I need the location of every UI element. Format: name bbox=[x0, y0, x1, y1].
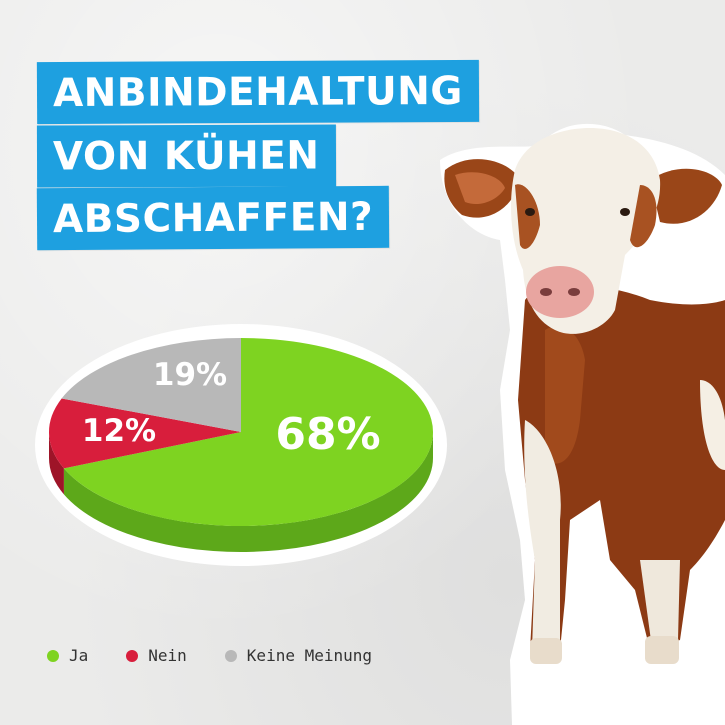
pie-slice-keine bbox=[61, 338, 241, 432]
pie-label-nein: 12% bbox=[82, 413, 156, 449]
legend-label-nein: Nein bbox=[148, 646, 187, 665]
legend: Ja Nein Keine Meinung bbox=[47, 646, 410, 665]
legend-dot-keine bbox=[224, 649, 237, 662]
pie-label-ja: 68% bbox=[275, 409, 380, 460]
pie-side-nein bbox=[49, 432, 64, 495]
legend-item-keine: Keine Meinung bbox=[224, 646, 373, 665]
legend-dot-nein bbox=[126, 649, 139, 662]
legend-label-ja: Ja bbox=[69, 646, 89, 665]
legend-item-nein: Nein bbox=[126, 646, 187, 665]
cow-illustration bbox=[440, 123, 725, 725]
pie-chart: 68% 12% 19% bbox=[35, 324, 447, 566]
legend-item-ja: Ja bbox=[47, 646, 88, 665]
pie-label-keine: 19% bbox=[153, 357, 227, 393]
pie-slice-nein bbox=[48, 398, 241, 469]
pie-slice-ja bbox=[63, 338, 434, 526]
legend-dot-ja bbox=[47, 649, 59, 662]
legend-label-keine: Keine Meinung bbox=[246, 646, 373, 665]
pie-side-ja bbox=[63, 432, 434, 552]
